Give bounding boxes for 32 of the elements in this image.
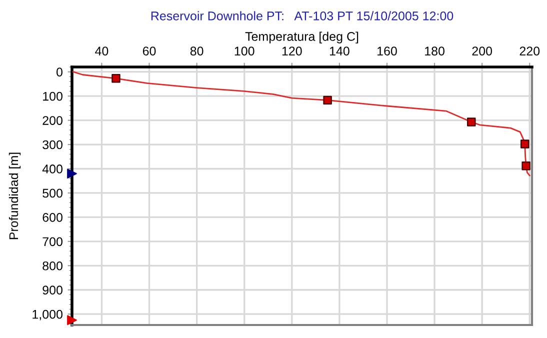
point bbox=[112, 74, 120, 83]
point bbox=[522, 161, 530, 170]
x-tick-label: 140 bbox=[330, 46, 350, 56]
point bbox=[467, 118, 476, 126]
y-tick-label: 600 bbox=[42, 213, 62, 222]
x-axis-title: Temperatura [deg C] bbox=[245, 32, 358, 44]
y-tick-label: 100 bbox=[43, 92, 62, 101]
y-tick-label: 700 bbox=[42, 237, 62, 246]
y-tick-label: 500 bbox=[42, 188, 62, 198]
x-tick-label: 40 bbox=[95, 46, 108, 56]
x-tick-label: 220 bbox=[520, 46, 540, 56]
x-tick-label: 100 bbox=[234, 46, 254, 56]
y-axis-title: Profundidad [m] bbox=[8, 152, 21, 240]
x-tick-label: 180 bbox=[425, 46, 444, 56]
y-tick-label: 400 bbox=[42, 164, 62, 174]
line-series bbox=[72, 71, 530, 176]
point bbox=[323, 96, 332, 105]
y-tick-label: 800 bbox=[42, 261, 62, 270]
y-tick-label: 200 bbox=[42, 116, 62, 125]
point bbox=[520, 140, 530, 148]
x-tick-label: 80 bbox=[190, 46, 204, 56]
chart-title: Reservoir Downhole PT: AT-103 PT 15/10/2005 12:00 bbox=[151, 11, 454, 20]
x-tick-label: 120 bbox=[282, 46, 302, 56]
y-tick-label: 0 bbox=[56, 68, 62, 76]
x-tick-label: 160 bbox=[378, 46, 397, 56]
point bbox=[67, 315, 77, 326]
y-tick-label: 900 bbox=[42, 286, 62, 295]
point bbox=[67, 168, 77, 179]
x-tick-label: 200 bbox=[472, 46, 492, 56]
x-tick-label: 60 bbox=[142, 46, 156, 56]
y-tick-label: 300 bbox=[42, 140, 62, 150]
y-tick-label: 1,000 bbox=[32, 310, 62, 320]
